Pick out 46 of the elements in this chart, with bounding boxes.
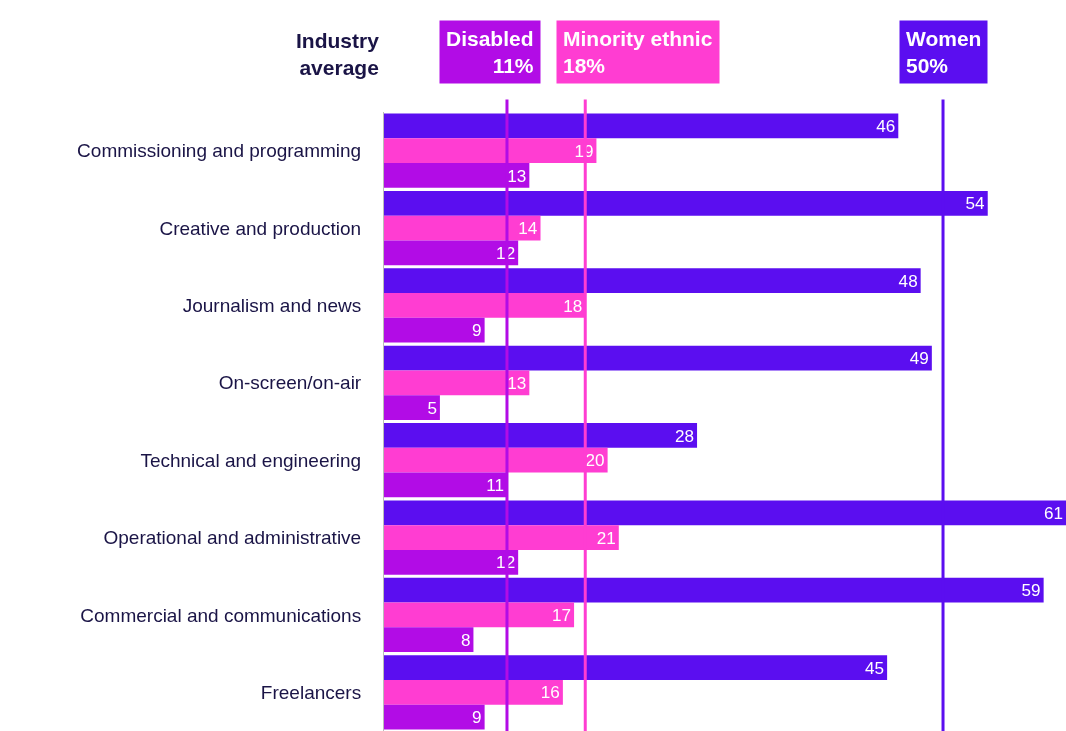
data-label: 48 [898,271,918,291]
bar [384,345,932,371]
data-label: 14 [518,219,538,239]
bar [384,395,440,420]
bar [384,317,485,343]
y-tick-label: Journalism and news [182,295,362,317]
data-label: 16 [540,683,560,703]
data-label: 13 [507,373,527,393]
data-label: 54 [965,194,985,214]
y-tick-label: Freelancers [260,681,362,703]
y-tick-label: Operational and administrative [103,527,362,549]
y-tick-label: On-screen/on-air [218,372,362,394]
ref-line-label: Minority ethnic 18% [563,27,713,78]
data-label: 49 [909,349,929,369]
bar [384,679,563,705]
data-label: 9 [472,708,482,728]
data-label: 5 [427,398,437,418]
text: Industry average [296,29,380,80]
bar [384,627,474,653]
bar [384,423,698,448]
bar [384,113,899,139]
bar [384,370,530,396]
bar [384,602,575,628]
data-label: 17 [552,606,572,626]
bar [384,655,888,680]
y-tick-label: Creative and production [159,217,362,239]
data-label: 61 [1043,503,1063,523]
data-label: 21 [596,528,616,548]
data-label: 45 [865,658,885,678]
data-label: 8 [460,630,471,650]
bar [384,268,921,294]
bar [384,704,485,730]
data-label: 59 [1021,581,1041,601]
data-label: 20 [585,451,605,471]
ref-line-label: Women 50% [906,27,982,78]
data-label: 9 [472,321,482,341]
y-tick-label: Commissioning and programming [77,140,362,162]
data-label: 28 [675,426,695,446]
bar [384,215,541,241]
data-label: 13 [507,166,527,186]
data-label: 46 [876,117,896,137]
data-label: 18 [563,296,583,316]
data-label: 11 [486,476,504,496]
ref-line-label: Disabled 11% [446,27,534,78]
y-tick-label: Commercial and communications [80,604,362,626]
y-tick-label: Technical and engineering [140,449,362,471]
